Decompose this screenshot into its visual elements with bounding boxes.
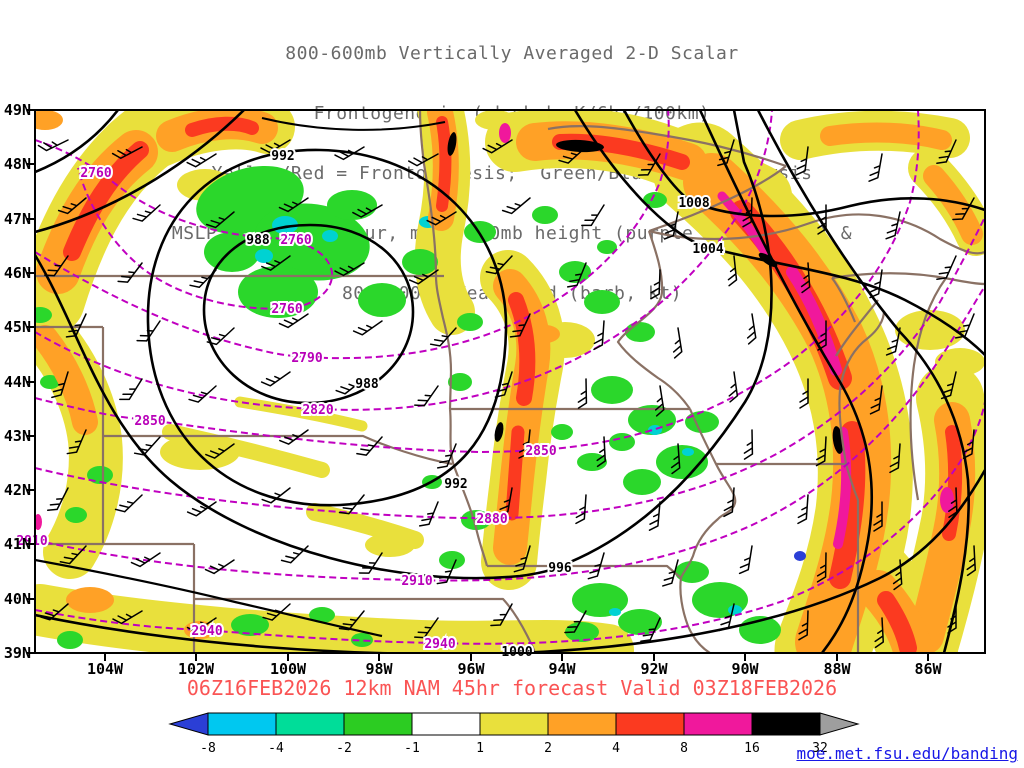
site-link[interactable]: moe.met.fsu.edu/banding (796, 744, 1018, 763)
colorbar-segment (207, 712, 277, 736)
lon-tick-label: 92W (640, 660, 668, 678)
colorbar-segment (479, 712, 549, 736)
colorbar-tick-label: 16 (744, 741, 760, 756)
lat-tick-label: 42N (4, 481, 31, 499)
colorbar-segment (615, 712, 685, 736)
lat-tick-label: 46N (4, 264, 31, 282)
height-contour-label: 2940 (424, 637, 455, 652)
lon-tick-label: 88W (823, 660, 851, 678)
colorbar-tick-label: -4 (268, 741, 284, 756)
colorbar-tick-label: -8 (200, 741, 216, 756)
lon-tick-label: 100W (270, 660, 307, 678)
lat-tick-label: 45N (4, 318, 31, 336)
lon-tick-label: 96W (457, 660, 485, 678)
height-contour-label: 2760 (271, 302, 302, 317)
mslp-contour-label: 992 (444, 477, 467, 492)
height-contour-label: 2760 (280, 233, 311, 248)
height-contour-label: 2820 (302, 403, 333, 418)
mslp-contour-label: 988 (246, 233, 270, 248)
weather-map: 992 988 1008 1004 988 992 996 1000 2760 … (4, 101, 986, 678)
mslp-contour-label: 1008 (678, 196, 709, 211)
colorbar-arrow-left (168, 712, 209, 736)
colorbar: -8 -4 -2 -1 1 2 4 8 16 32 (168, 712, 860, 756)
colorbar-tick-label: 8 (680, 741, 688, 756)
colorbar-tick-label: 2 (544, 741, 552, 756)
lon-tick-label: 102W (178, 660, 215, 678)
mslp-contour-label: 996 (548, 561, 572, 576)
height-contour-label: 2910 (16, 534, 47, 549)
lon-tick-label: 98W (365, 660, 393, 678)
lon-axis: 104W 102W 100W 98W 96W 94W 92W 90W 88W 8… (87, 660, 943, 678)
colorbar-tick-label: -1 (404, 741, 420, 756)
colorbar-tick-label: -2 (336, 741, 352, 756)
forecast-caption: 06Z16FEB2026 12km NAM 45hr forecast Vali… (186, 676, 838, 700)
height-contour-label: 2910 (401, 574, 432, 589)
lon-tick-label: 90W (731, 660, 759, 678)
lat-tick-label: 49N (4, 101, 31, 119)
height-contour-label: 2880 (476, 512, 507, 527)
lon-tick-label: 104W (87, 660, 124, 678)
colorbar-segment (411, 712, 481, 736)
contour-labels: 992 988 1008 1004 988 992 996 1000 2760 … (14, 147, 725, 662)
mslp-contour-label: 992 (271, 149, 294, 164)
height-contour-label: 2760 (80, 166, 111, 181)
lat-tick-label: 41N (4, 535, 31, 553)
lat-tick-label: 39N (4, 644, 31, 662)
lon-tick-label: 86W (914, 660, 942, 678)
height-contour-label: 2790 (291, 351, 322, 366)
lon-tick-label: 94W (548, 660, 576, 678)
title-line: 800-600mb Vertically Averaged 2-D Scalar (285, 43, 739, 64)
mslp-contour-label: 1004 (692, 242, 723, 257)
lat-axis: 49N 48N 47N 46N 45N 44N 43N 42N 41N 40N … (4, 101, 31, 662)
colorbar-tick-label: 4 (612, 741, 620, 756)
colorbar-tick-label: 32 (812, 741, 828, 756)
colorbar-segment (275, 712, 345, 736)
lat-tick-label: 47N (4, 210, 31, 228)
mslp-contours (35, 110, 985, 653)
mslp-contour-label: 988 (355, 377, 379, 392)
colorbar-segment (751, 712, 821, 736)
lat-tick-label: 48N (4, 155, 31, 173)
height-contour-label: 2850 (134, 414, 165, 429)
colorbar-segment (683, 712, 753, 736)
colorbar-arrow-right (819, 712, 860, 736)
axis-ticks (27, 109, 929, 661)
lat-tick-label: 43N (4, 427, 31, 445)
lat-tick-label: 44N (4, 373, 31, 391)
colorbar-tick-label: 1 (476, 741, 484, 756)
height-contour-label: 2850 (525, 444, 556, 459)
height-contour-label: 2940 (191, 624, 222, 639)
colorbar-segment (547, 712, 617, 736)
colorbar-segment (343, 712, 413, 736)
lat-tick-label: 40N (4, 590, 31, 608)
